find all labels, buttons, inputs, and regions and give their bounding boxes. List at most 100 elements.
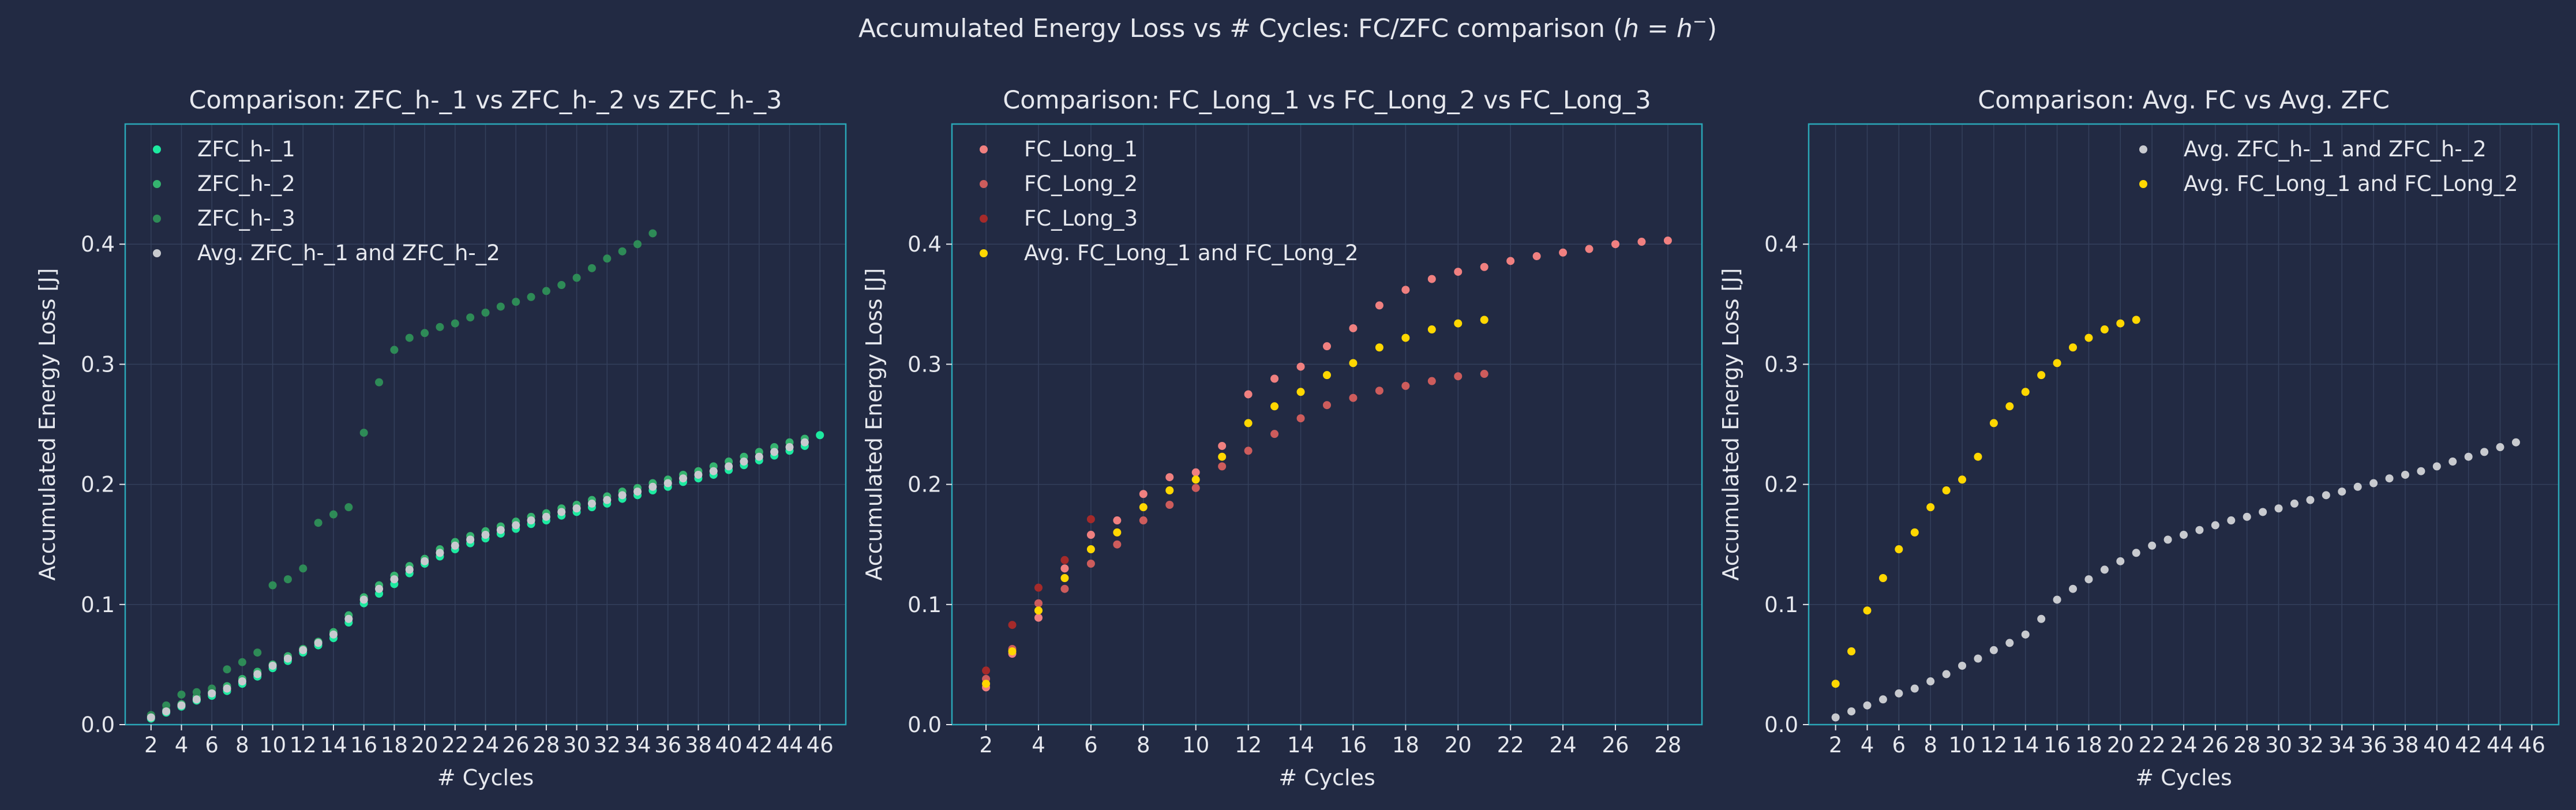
y-tick-label: 0.2 [908,472,942,497]
data-point [2496,443,2504,452]
data-point [542,512,550,521]
chart-panel-1: 2 4 6 8 10 12 14 16 18 20 22 24 26 28 30 32 34 36 38 40 42 44… [35,86,847,790]
legend-marker [980,180,988,188]
plot-frame [951,123,1703,726]
legend-label: ZFC_h-_2 [197,171,295,196]
data-point [268,661,277,670]
data-point [694,470,703,479]
data-point [283,575,292,584]
legend-label: FC_Long_3 [1024,206,1138,231]
data-point [1480,370,1488,378]
x-tick-label: 46 [2518,733,2545,757]
data-point [1480,316,1488,324]
data-point [2005,402,2014,411]
data-point [147,713,155,722]
data-point [1165,486,1174,495]
data-point [496,302,505,311]
figure-suptitle-post: ) [1707,14,1717,43]
data-point [633,487,642,496]
chart-title: Comparison: Avg. FC vs Avg. ZFC [1978,86,2390,115]
data-point [1086,515,1095,523]
data-point [663,479,672,487]
data-point [1060,584,1069,593]
data-point [2069,343,2078,352]
x-tick-label: 30 [2265,733,2292,757]
data-point [755,452,763,461]
data-point [587,264,596,272]
data-point [1454,268,1463,276]
series-4 [982,316,1488,688]
x-tick-label: 38 [2391,733,2418,757]
data-point [390,575,399,584]
data-point [512,521,520,530]
data-point [1989,646,1998,654]
data-point [421,557,429,565]
data-point [2274,504,2283,513]
data-point [1831,713,1840,722]
x-tick-label: 10 [1182,733,1209,757]
data-point [1349,393,1358,402]
data-point [1559,248,1568,257]
data-point [314,639,323,647]
data-point [496,526,505,534]
x-tick-label: 12 [290,733,317,757]
data-point [2005,639,2014,647]
data-point [2259,508,2267,516]
x-tick-label: 2 [144,733,158,757]
figure-suptitle-math: h = h [1623,14,1693,43]
data-point [740,457,748,466]
data-point [1323,401,1331,410]
x-tick-label: 36 [2360,733,2387,757]
data-point [2132,316,2140,324]
y-tick-label: 0.4 [1764,232,1798,257]
legend-label: FC_Long_2 [1024,171,1138,196]
data-point [2163,535,2172,544]
data-point [982,680,991,688]
data-point [238,658,246,666]
data-point [1532,252,1541,261]
data-point [2338,487,2346,496]
data-point [1296,414,1305,423]
data-point [1974,654,1982,663]
x-tick-label: 2 [1829,733,1843,757]
figure-suptitle-sup: − [1693,12,1707,32]
x-tick-label: 40 [715,733,743,757]
y-tick-label: 0.3 [1764,352,1798,377]
x-tick-label: 34 [624,733,651,757]
data-point [1895,545,1903,554]
data-point [436,322,444,331]
data-point [709,467,718,475]
x-tick-label: 18 [1392,733,1419,757]
x-tick-label: 30 [563,733,590,757]
data-point [2148,541,2157,550]
y-tick-label: 0.2 [1764,472,1798,497]
x-tick-label: 44 [2487,733,2514,757]
data-point [1218,452,1227,461]
data-point [1139,516,1148,525]
x-tick-label: 4 [175,733,189,757]
data-point [375,584,384,593]
y-tick-label: 0.4 [81,232,115,257]
data-point [1895,689,1903,697]
x-axis-label: # Cycles [437,765,534,790]
data-point [238,677,246,686]
x-tick-label: 22 [441,733,468,757]
x-tick-label: 8 [1923,733,1937,757]
data-point [1270,374,1279,383]
data-point [1034,583,1043,592]
y-tick-label: 0.0 [908,712,942,737]
x-tick-label: 38 [685,733,712,757]
data-point [1989,419,1998,427]
legend: FC_Long_1 FC_Long_2 FC_Long_3 Avg. FC_Long_… [980,137,1359,265]
chart-panel-2: 2 4 6 8 10 12 14 16 18 20 22 24 26 280.00.10.20.30.4C… [861,86,1703,790]
data-point [1113,516,1122,525]
data-point [1401,381,1410,390]
data-point [253,670,262,678]
data-point [481,308,490,317]
legend-marker [980,249,988,257]
data-point [557,280,566,289]
data-point [2480,448,2489,456]
x-axis-label: # Cycles [2135,765,2232,790]
data-point [1637,238,1646,246]
data-point [587,499,596,508]
